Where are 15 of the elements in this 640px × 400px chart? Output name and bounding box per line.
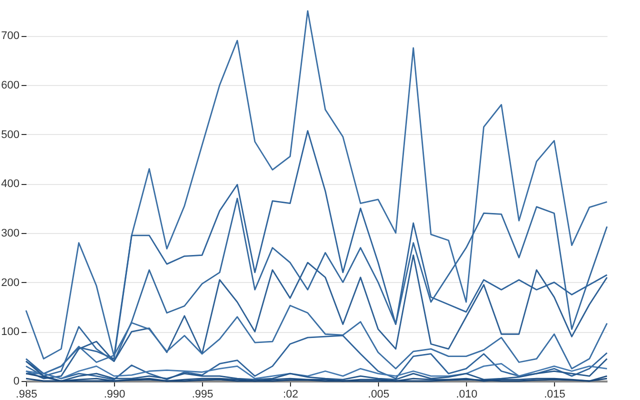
y-tick-label: 100 [1,326,20,338]
y-tick-label: 200 [1,276,20,289]
x-tick-label: .005 [368,388,390,400]
x-tick-label: .015 [544,388,566,400]
y-tick-label: 700 [1,30,20,42]
x-tick-label: .985 [16,388,38,400]
x-tick-label: .990 [104,388,126,400]
y-tick-label: 400 [1,178,20,190]
y-tick-label: 0 [13,376,20,388]
y-tick-label: 600 [1,79,20,92]
x-tick-label: .995 [192,388,214,400]
x-tick-label: :02 [282,388,298,400]
x-tick-label: .010 [456,388,478,400]
y-tick-label: 300 [1,227,20,240]
y-tick-label: 500 [1,128,20,141]
